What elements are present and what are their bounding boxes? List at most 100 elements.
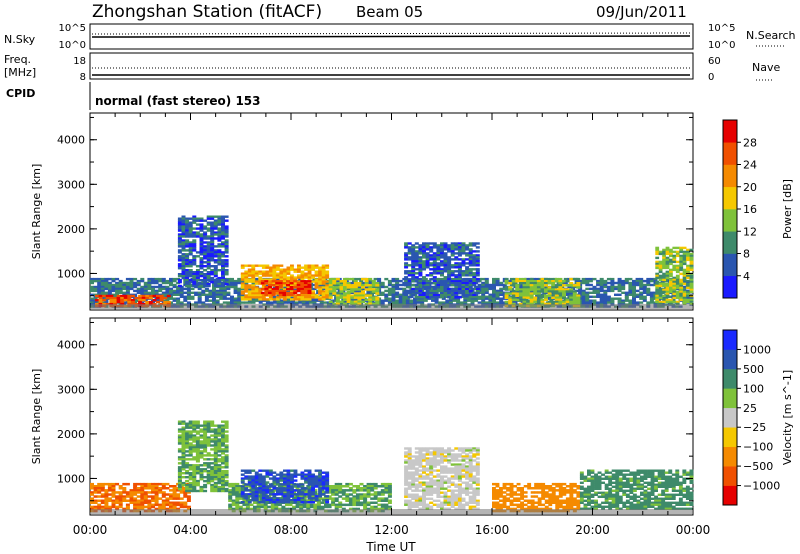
data-cell: [143, 493, 148, 496]
data-cell: [686, 282, 690, 286]
data-cell: [282, 293, 287, 297]
data-cell: [100, 277, 105, 281]
data-cell: [181, 422, 186, 425]
data-cell: [302, 503, 307, 507]
data-cell: [307, 296, 312, 299]
data-cell: [492, 281, 496, 285]
data-cell: [679, 268, 684, 272]
data-cell: [371, 280, 376, 283]
data-cell: [436, 252, 441, 255]
data-cell: [689, 290, 694, 294]
data-cell: [136, 507, 141, 511]
data-cell: [213, 271, 218, 274]
data-cell: [107, 487, 112, 490]
data-cell: [181, 239, 186, 242]
data-cell: [562, 294, 566, 297]
data-cell: [529, 296, 534, 299]
data-cell: [522, 298, 527, 302]
data-cell: [140, 501, 145, 504]
data-cell: [230, 295, 234, 298]
data-cell: [261, 296, 266, 299]
data-cell: [332, 302, 337, 306]
data-cell: [305, 299, 310, 302]
data-cell: [578, 287, 583, 291]
data-cell: [282, 289, 287, 293]
data-cell: [465, 248, 470, 251]
data-cell: [321, 274, 326, 277]
data-cell: [592, 301, 597, 304]
data-cell: [585, 297, 590, 300]
data-cell: [481, 277, 486, 281]
data-cell: [213, 265, 218, 268]
data-cell: [151, 277, 155, 281]
data-cell: [210, 440, 215, 443]
data-cell: [192, 231, 197, 234]
data-cell: [572, 284, 577, 287]
data-cell: [165, 297, 170, 300]
data-cell: [279, 276, 284, 279]
data-cell: [540, 286, 545, 289]
data-cell: [192, 219, 197, 222]
data-cell: [327, 489, 332, 492]
data-cell: [614, 287, 618, 291]
data-cell: [457, 282, 462, 285]
data-cell: [192, 438, 197, 441]
data-cell: [443, 292, 448, 295]
data-cell: [221, 458, 225, 461]
data-cell: [292, 491, 297, 494]
data-cell: [316, 507, 321, 511]
data-cell: [307, 289, 312, 293]
data-cell: [368, 286, 373, 289]
data-cell: [422, 260, 426, 263]
data-cell: [361, 294, 365, 297]
data-cell: [176, 501, 181, 504]
data-cell: [391, 291, 396, 294]
data-cell: [186, 497, 191, 500]
data-cell: [533, 288, 538, 291]
data-cell: [199, 464, 204, 467]
data-cell: [286, 268, 291, 271]
data-cell: [195, 466, 200, 469]
data-cell: [689, 302, 694, 306]
data-cell: [136, 505, 141, 509]
data-cell: [299, 507, 304, 511]
data-cell: [658, 264, 663, 268]
data-cell: [655, 284, 660, 288]
data-cell: [335, 300, 340, 303]
data-cell: [188, 454, 193, 457]
data-cell: [314, 264, 319, 267]
data-cell: [177, 474, 182, 477]
data-cell: [669, 302, 673, 306]
data-cell: [346, 282, 351, 285]
data-cell: [432, 280, 437, 283]
data-cell: [203, 450, 208, 453]
data-cell: [274, 507, 279, 511]
data-cell: [307, 264, 312, 267]
data-cell: [147, 281, 152, 285]
data-cell: [416, 301, 421, 304]
data-cell: [203, 448, 208, 451]
data-cell: [192, 450, 197, 453]
data-cell: [682, 285, 687, 289]
data-cell: [320, 505, 325, 509]
data-cell: [662, 298, 666, 302]
data-cell: [185, 483, 190, 487]
data-cell: [169, 505, 173, 509]
data-cell: [628, 301, 633, 304]
data-cell: [210, 223, 215, 226]
data-cell: [213, 458, 218, 461]
data-cell: [136, 491, 141, 494]
data-cell: [343, 284, 347, 287]
data-cell: [300, 274, 305, 277]
data-cell: [371, 282, 376, 285]
data-cell: [665, 288, 670, 292]
data-cell: [268, 286, 272, 289]
data-cell: [206, 267, 211, 270]
data-cell: [133, 497, 138, 500]
data-cell: [158, 279, 163, 283]
data-cell: [628, 291, 633, 294]
data-cell: [169, 289, 173, 293]
data-cell: [224, 251, 229, 254]
data-cell: [210, 476, 215, 479]
data-cell: [93, 279, 98, 283]
